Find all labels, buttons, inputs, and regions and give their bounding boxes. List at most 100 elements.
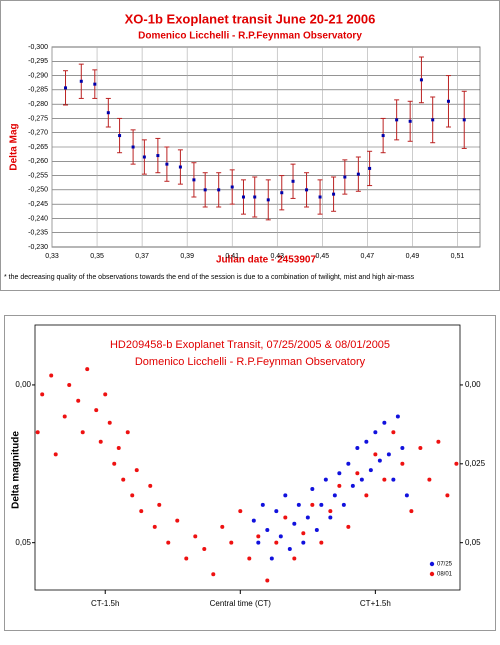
y-tick-label: -0,275 bbox=[28, 115, 48, 122]
point bbox=[364, 493, 369, 498]
point bbox=[404, 493, 409, 498]
y-tick-label: -0,255 bbox=[28, 172, 48, 179]
point bbox=[40, 392, 45, 397]
point bbox=[53, 452, 58, 457]
chart-title: HD209458-b Exoplanet Transit, 07/25/2005… bbox=[110, 339, 390, 351]
y-tick-label: -0,250 bbox=[28, 187, 48, 194]
y-tick-label: 0,05 bbox=[15, 538, 31, 547]
point bbox=[274, 540, 279, 545]
point bbox=[431, 118, 435, 122]
point bbox=[305, 515, 310, 520]
point bbox=[265, 528, 270, 533]
y-tick-label: -0,240 bbox=[28, 215, 48, 222]
point bbox=[381, 134, 385, 138]
x-tick-label: 0,45 bbox=[316, 253, 330, 260]
y2-tick-label: 0,025 bbox=[465, 459, 486, 468]
point bbox=[192, 178, 196, 182]
point bbox=[94, 408, 99, 413]
point bbox=[106, 111, 110, 115]
point bbox=[291, 179, 295, 183]
point bbox=[134, 468, 139, 473]
point bbox=[400, 446, 405, 451]
point bbox=[229, 540, 234, 545]
y-tick-label: -0,260 bbox=[28, 158, 48, 165]
point bbox=[64, 86, 68, 90]
point bbox=[116, 446, 121, 451]
point bbox=[409, 509, 414, 514]
point bbox=[230, 185, 234, 189]
point bbox=[156, 154, 160, 158]
x-tick-label: 0,37 bbox=[135, 253, 149, 260]
chart-subtitle: Domenico Licchelli - R.P.Feynman Observa… bbox=[138, 31, 362, 42]
x-tick-label: 0,47 bbox=[361, 253, 375, 260]
point bbox=[341, 502, 346, 507]
y-tick-label: -0,230 bbox=[28, 244, 48, 251]
point bbox=[202, 546, 207, 551]
y-tick-label: -0,270 bbox=[28, 130, 48, 137]
point bbox=[305, 188, 309, 192]
y-tick-label: -0,300 bbox=[28, 44, 48, 51]
x-tick-label: Central time (CT) bbox=[210, 599, 272, 608]
point bbox=[332, 192, 336, 196]
y2-tick-label: 0,00 bbox=[465, 380, 481, 389]
y-tick-label: -0,235 bbox=[28, 230, 48, 237]
point bbox=[241, 195, 245, 199]
point bbox=[368, 166, 372, 170]
point bbox=[301, 531, 306, 536]
point bbox=[256, 540, 261, 545]
point bbox=[337, 471, 342, 476]
point bbox=[301, 540, 306, 545]
point bbox=[373, 452, 378, 457]
chart-title: XO-1b Exoplanet transit June 20-21 2006 bbox=[125, 11, 376, 26]
point bbox=[247, 556, 252, 561]
point bbox=[278, 534, 283, 539]
plot-area bbox=[34, 324, 461, 591]
x-tick-label: 0,35 bbox=[90, 253, 104, 260]
point bbox=[85, 367, 90, 372]
point bbox=[112, 461, 117, 466]
chart-frame bbox=[0, 0, 500, 291]
point bbox=[238, 509, 243, 514]
point bbox=[408, 119, 412, 123]
point bbox=[251, 518, 256, 523]
point bbox=[356, 172, 360, 176]
point bbox=[193, 534, 198, 539]
point bbox=[355, 446, 360, 451]
point bbox=[62, 414, 67, 419]
point bbox=[220, 524, 225, 529]
x-tick-label: 0,49 bbox=[406, 253, 420, 260]
point bbox=[165, 162, 169, 166]
point bbox=[76, 398, 81, 403]
point bbox=[292, 556, 297, 561]
point bbox=[256, 534, 261, 539]
point bbox=[310, 487, 315, 492]
point bbox=[346, 461, 351, 466]
point bbox=[118, 134, 122, 138]
point bbox=[265, 578, 270, 583]
x-tick-label: 0,41 bbox=[225, 253, 239, 260]
point bbox=[319, 502, 324, 507]
y-tick-label: -0,280 bbox=[28, 101, 48, 108]
point bbox=[418, 446, 423, 451]
chart-subtitle: Domenico Licchelli - R.P.Feynman Observa… bbox=[135, 356, 366, 368]
x-tick-label: 0,39 bbox=[180, 253, 194, 260]
point bbox=[274, 509, 279, 514]
point bbox=[266, 198, 270, 202]
legend-label: 08/01 bbox=[437, 572, 453, 578]
point bbox=[382, 477, 387, 482]
point bbox=[98, 439, 103, 444]
point bbox=[93, 82, 97, 86]
y-tick-label: 0,00 bbox=[15, 380, 31, 389]
point bbox=[318, 195, 322, 199]
point bbox=[332, 493, 337, 498]
y-tick-label: -0,265 bbox=[28, 144, 48, 151]
point bbox=[350, 483, 355, 488]
point bbox=[166, 540, 171, 545]
point bbox=[319, 540, 324, 545]
point bbox=[139, 509, 144, 514]
point bbox=[314, 528, 319, 533]
x-tick-label: 0,51 bbox=[451, 253, 465, 260]
point bbox=[346, 524, 351, 529]
point bbox=[454, 461, 459, 466]
